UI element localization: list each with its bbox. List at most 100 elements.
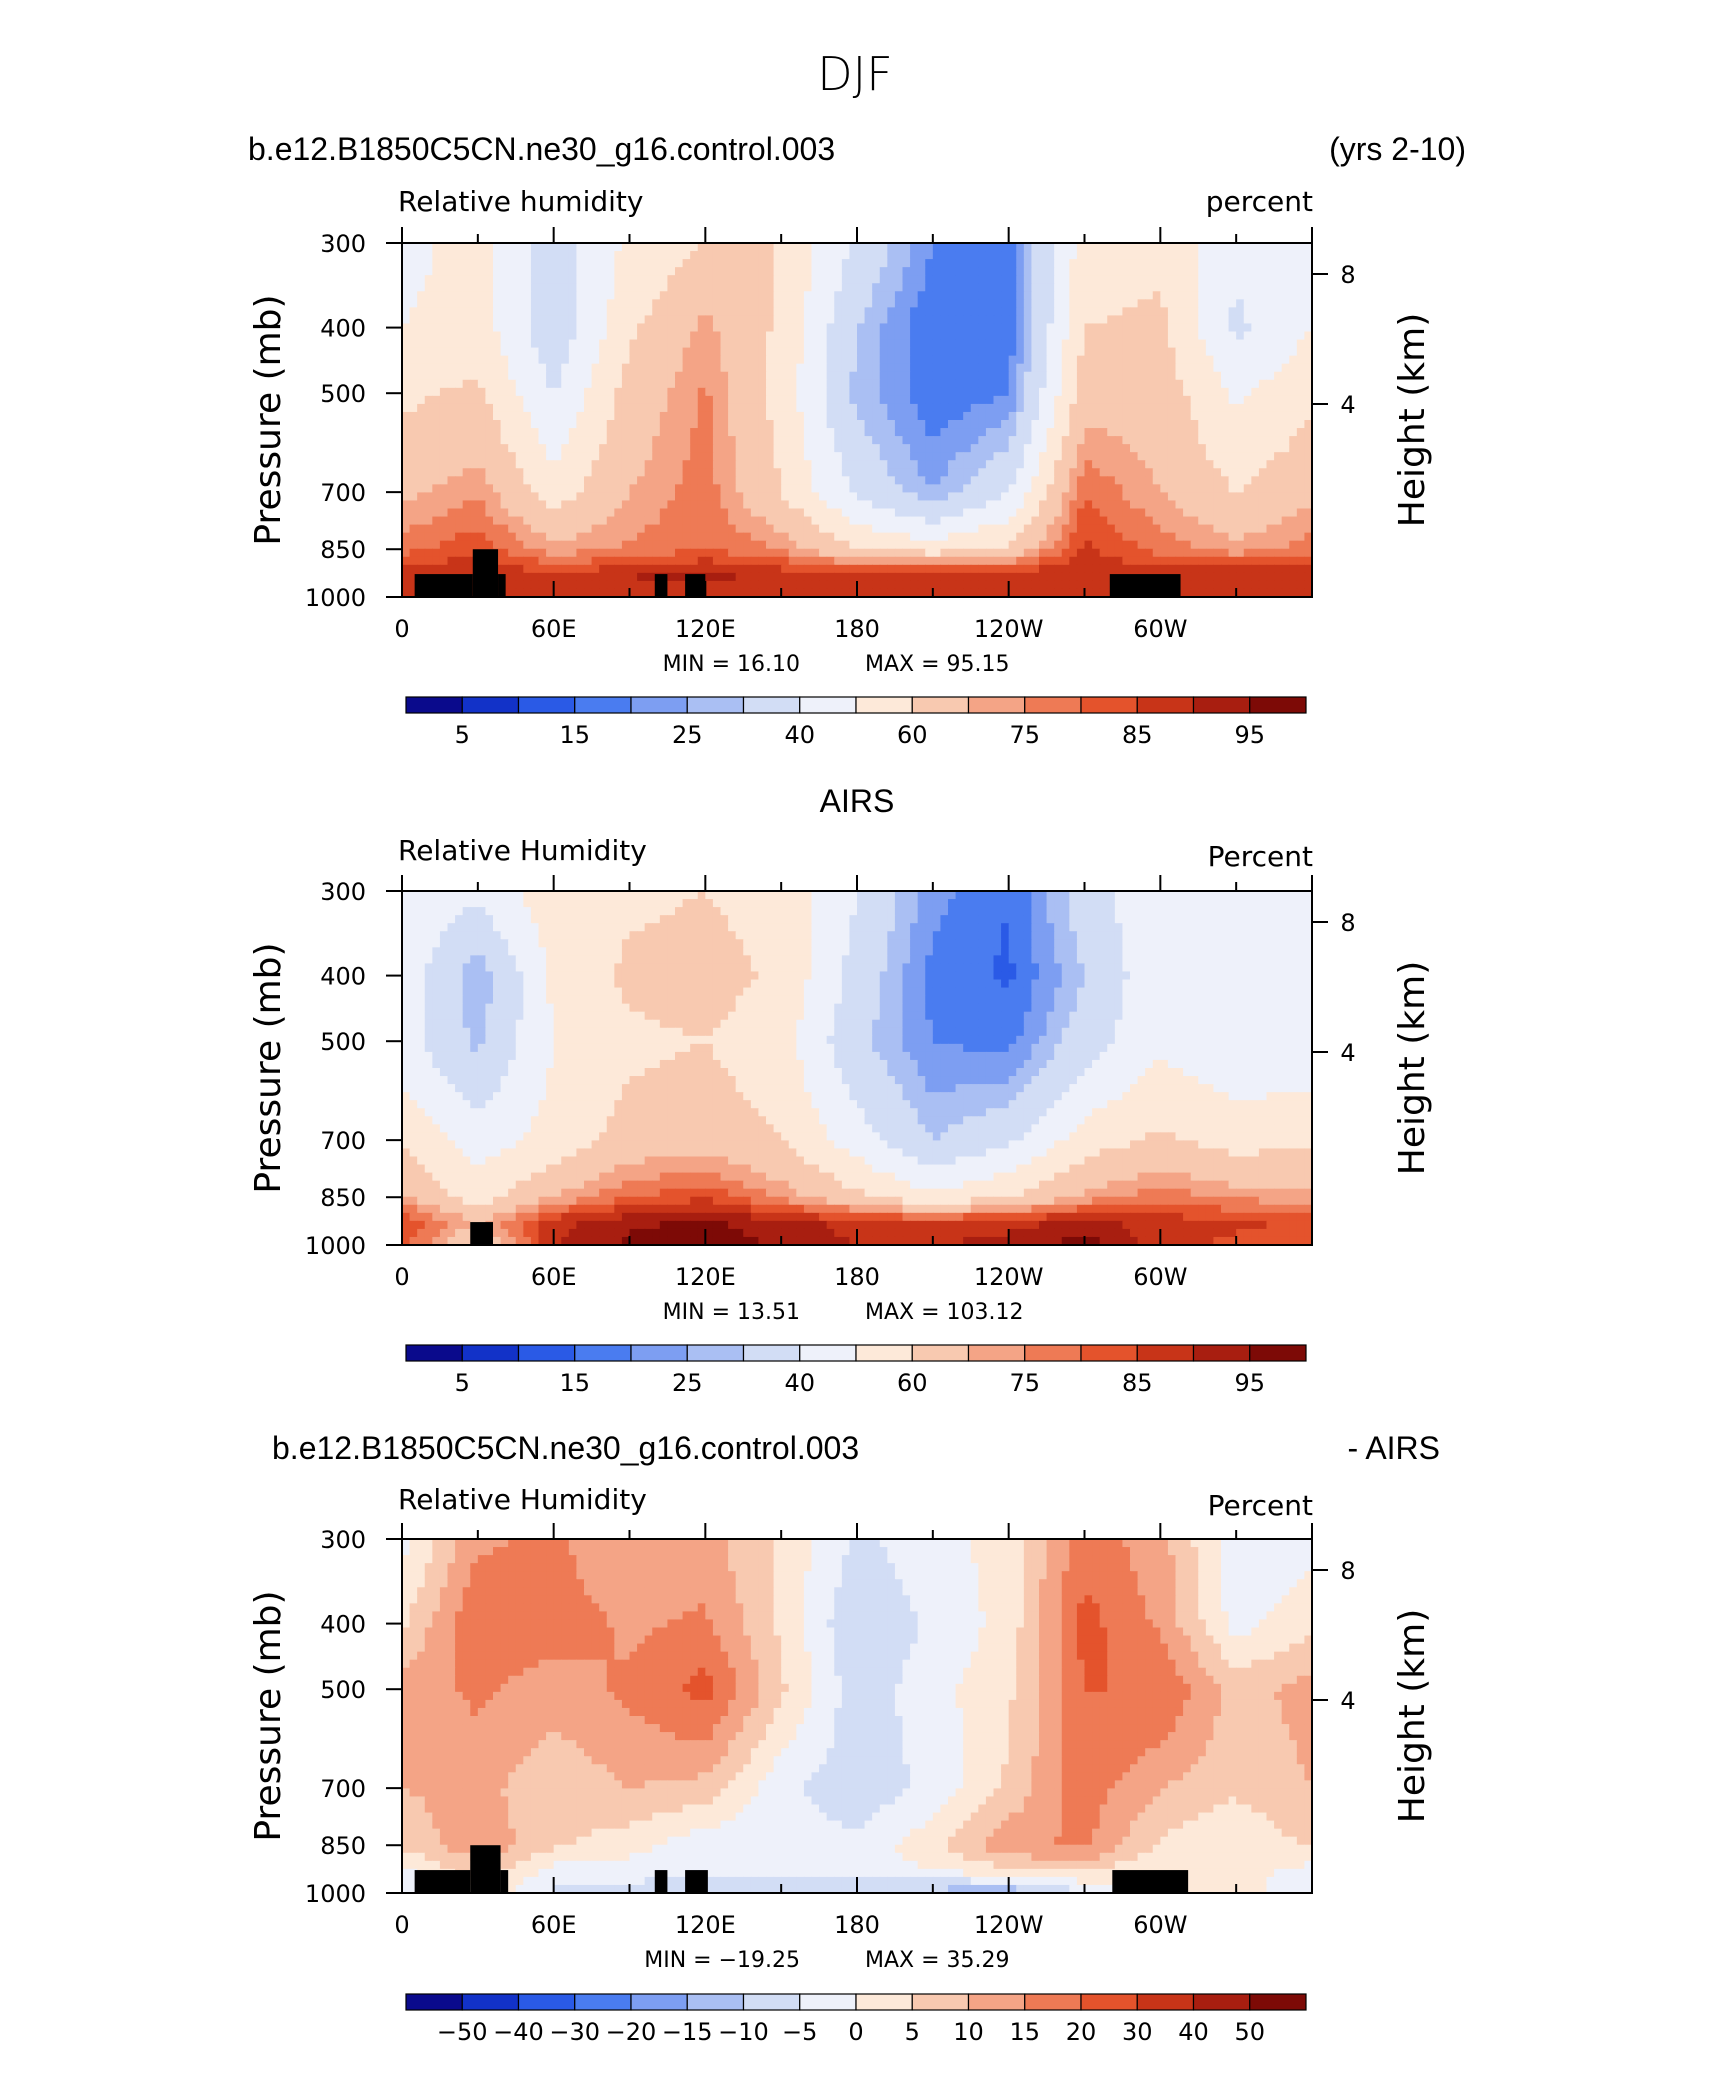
heatmap-cell xyxy=(591,379,600,389)
heatmap-cell xyxy=(515,436,524,445)
heatmap-cell xyxy=(652,420,661,429)
heatmap-cell xyxy=(1122,331,1131,341)
heatmap-cell xyxy=(599,355,608,365)
heatmap-cell xyxy=(1122,468,1131,477)
heatmap-cell xyxy=(1069,428,1078,437)
heatmap-cell xyxy=(682,468,691,477)
heatmap-cell xyxy=(879,411,888,421)
heatmap-cell xyxy=(1023,387,1033,397)
heatmap-cell xyxy=(546,379,555,389)
heatmap-cell xyxy=(576,492,585,502)
heatmap-cell xyxy=(750,259,760,268)
heatmap-cell xyxy=(948,428,957,437)
heatmap-cell xyxy=(712,540,722,550)
heatmap-cell xyxy=(940,540,949,550)
heatmap-cell xyxy=(576,436,585,445)
heatmap-cell xyxy=(1046,460,1055,469)
heatmap-cell xyxy=(1258,403,1268,413)
heatmap-cell xyxy=(1221,411,1230,421)
heatmap-cell xyxy=(1251,259,1260,268)
heatmap-cell xyxy=(1084,299,1093,308)
heatmap-cell xyxy=(887,323,896,333)
heatmap-cell xyxy=(637,315,646,325)
heatmap-cell xyxy=(826,387,835,397)
heatmap-cell xyxy=(424,243,433,252)
heatmap-cell xyxy=(970,395,979,405)
heatmap-cell xyxy=(743,468,752,477)
heatmap-cell xyxy=(970,420,979,429)
heatmap-cell xyxy=(1130,299,1139,308)
heatmap-cell xyxy=(599,307,608,317)
heatmap-cell xyxy=(1221,379,1230,389)
heatmap-cell xyxy=(985,355,995,365)
heatmap-cell xyxy=(720,355,729,365)
heatmap-cell xyxy=(1107,243,1116,252)
heatmap-cell xyxy=(1046,508,1055,518)
heatmap-cell xyxy=(1304,331,1312,341)
heatmap-cell xyxy=(606,436,615,445)
heatmap-cell xyxy=(1183,275,1192,284)
heatmap-cell xyxy=(864,323,873,333)
heatmap-cell xyxy=(530,355,540,365)
heatmap-cell xyxy=(477,267,487,276)
heatmap-cell xyxy=(1084,436,1093,445)
heatmap-cell xyxy=(561,532,570,542)
heatmap-cell xyxy=(523,371,532,381)
heatmap-cell xyxy=(675,291,684,300)
heatmap-cell xyxy=(493,275,502,284)
heatmap-cell xyxy=(515,339,524,349)
heatmap-cell xyxy=(781,259,790,268)
heatmap-cell xyxy=(1130,395,1139,405)
heatmap-cell xyxy=(826,243,835,252)
heatmap-cell xyxy=(432,403,441,413)
heatmap-cell xyxy=(675,339,684,349)
heatmap-cell xyxy=(841,363,851,373)
heatmap-cell xyxy=(402,371,411,381)
heatmap-cell xyxy=(629,283,638,292)
heatmap-cell xyxy=(1281,307,1290,317)
heatmap-cell xyxy=(675,395,684,405)
heatmap-cell xyxy=(720,267,729,276)
heatmap-cell xyxy=(1122,339,1131,349)
heatmap-cell xyxy=(872,291,881,300)
heatmap-cell xyxy=(1304,540,1312,550)
heatmap-cell xyxy=(932,524,942,534)
heatmap-cell xyxy=(637,411,646,421)
heatmap-cell xyxy=(667,564,676,574)
heatmap-cell xyxy=(834,532,843,542)
heatmap-cell xyxy=(1114,484,1124,494)
heatmap-cell xyxy=(1243,243,1252,252)
heatmap-cell xyxy=(1008,331,1017,341)
heatmap-cell xyxy=(546,540,555,550)
heatmap-cell xyxy=(508,307,517,317)
heatmap-cell xyxy=(508,339,517,349)
heatmap-cell xyxy=(500,291,509,300)
heatmap-cell xyxy=(1160,299,1169,308)
heatmap-cell xyxy=(1084,363,1093,373)
heatmap-cell xyxy=(887,508,896,518)
heatmap-cell xyxy=(773,516,782,526)
heatmap-cell xyxy=(758,524,767,534)
heatmap-cell xyxy=(1130,420,1139,429)
heatmap-cell xyxy=(917,267,926,276)
heatmap-cell xyxy=(1281,436,1290,445)
heatmap-cell xyxy=(940,243,949,252)
heatmap-cell xyxy=(561,420,570,429)
heatmap-cell xyxy=(553,379,562,389)
heatmap-cell xyxy=(1152,395,1161,405)
heatmap-cell xyxy=(1016,275,1025,284)
heatmap-cell xyxy=(508,516,517,526)
heatmap-cell xyxy=(720,243,729,252)
heatmap-cell xyxy=(826,299,835,308)
heatmap-cell xyxy=(758,564,767,574)
heatmap-cell xyxy=(1205,283,1215,292)
heatmap-cell xyxy=(948,452,957,461)
heatmap-cell xyxy=(1084,468,1093,477)
heatmap-cell xyxy=(1236,331,1245,341)
heatmap-cell xyxy=(1213,500,1222,510)
heatmap-cell xyxy=(584,323,593,333)
heatmap-cell xyxy=(932,347,942,357)
heatmap-cell xyxy=(1205,492,1215,502)
heatmap-cell xyxy=(417,259,426,268)
heatmap-cell xyxy=(1039,484,1048,494)
